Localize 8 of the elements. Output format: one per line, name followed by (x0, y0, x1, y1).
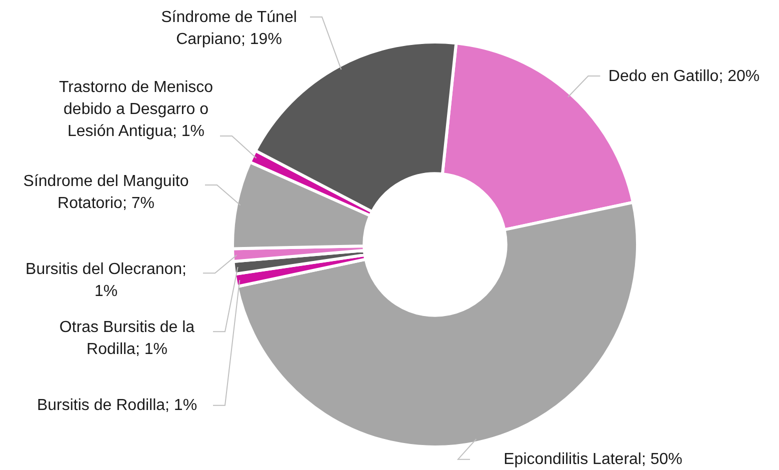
slice-label: Síndrome del Manguito Rotatorio; 7% (23, 173, 189, 212)
slice-label: Otras Bursitis de la Rodilla; 1% (59, 319, 195, 358)
slice-label: Síndrome de Túnel Carpiano; 19% (161, 9, 297, 48)
slice-label: Bursitis de Rodilla; 1% (36, 397, 198, 414)
slice-label: Epicondilitis Lateral; 50% (504, 451, 682, 468)
slice-label: Bursitis del Olecranon; 1% (26, 261, 186, 300)
slice-label: Dedo en Gatillo; 20% (608, 68, 760, 85)
slice-label: Trastorno de Menisco debido a Desgarro o Lesión Antigua; 1% (58, 79, 214, 140)
